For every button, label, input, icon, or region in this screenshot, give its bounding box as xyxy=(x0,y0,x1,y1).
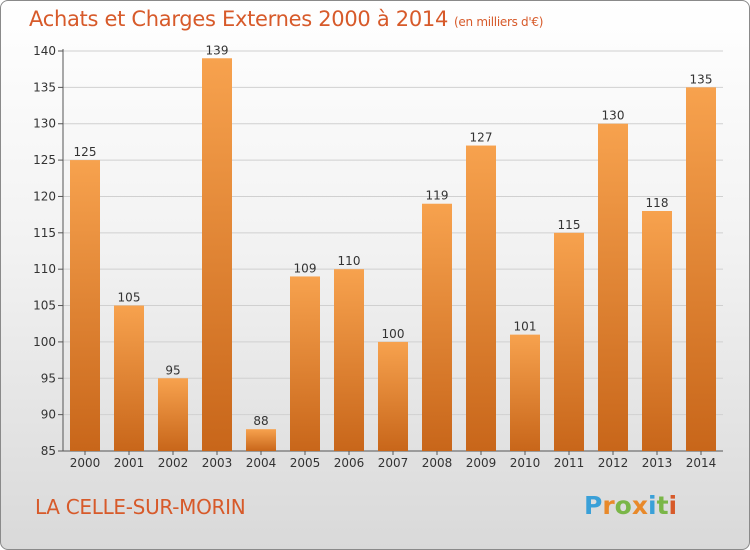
brand-logo: Proxiti xyxy=(584,491,677,520)
x-tick-label: 2002 xyxy=(158,456,189,470)
bar-2000 xyxy=(70,160,100,451)
y-tick-label: 95 xyxy=(41,371,56,385)
brand-letter: i xyxy=(668,491,678,520)
y-tick-label: 140 xyxy=(33,44,56,58)
y-tick-label: 130 xyxy=(33,117,56,131)
bar-2002 xyxy=(158,378,188,451)
x-tick-label: 2014 xyxy=(686,456,717,470)
x-tick-label: 2005 xyxy=(290,456,321,470)
x-tick-label: 2006 xyxy=(334,456,365,470)
y-tick-label: 115 xyxy=(33,226,56,240)
data-label: 118 xyxy=(646,196,669,210)
bar-2001 xyxy=(114,305,144,451)
y-tick-label: 135 xyxy=(33,80,56,94)
x-tick-label: 2011 xyxy=(554,456,585,470)
data-label: 135 xyxy=(690,72,713,86)
data-label: 101 xyxy=(514,320,537,334)
data-label: 125 xyxy=(74,145,97,159)
y-tick-label: 85 xyxy=(41,444,56,458)
data-label: 105 xyxy=(118,291,141,305)
x-tick-label: 2004 xyxy=(246,456,277,470)
bar-2013 xyxy=(642,211,672,451)
bar-2011 xyxy=(554,232,584,451)
x-tick-label: 2001 xyxy=(114,456,145,470)
bar-2005 xyxy=(290,276,320,451)
bar-2003 xyxy=(202,58,232,451)
data-label: 95 xyxy=(165,363,180,377)
x-tick-label: 2007 xyxy=(378,456,409,470)
bar-2008 xyxy=(422,203,452,451)
bar-2007 xyxy=(378,341,408,451)
brand-letter: i xyxy=(648,491,657,520)
brand-letter: r xyxy=(602,491,615,520)
y-tick-label: 105 xyxy=(33,299,56,313)
x-tick-label: 2008 xyxy=(422,456,453,470)
bar-2014 xyxy=(686,87,716,451)
chart-title: Achats et Charges Externes 2000 à 2014 (e… xyxy=(29,7,543,31)
y-tick-label: 125 xyxy=(33,153,56,167)
data-label: 139 xyxy=(206,43,229,57)
bar-2010 xyxy=(510,334,540,451)
chart-subtitle: (en milliers d'€) xyxy=(454,15,544,29)
bar-2009 xyxy=(466,145,496,451)
x-tick-label: 2009 xyxy=(466,456,497,470)
data-label: 109 xyxy=(294,261,317,275)
y-tick-label: 110 xyxy=(33,262,56,276)
bar-2012 xyxy=(598,123,628,452)
data-label: 100 xyxy=(382,327,405,341)
brand-letter: o xyxy=(614,491,632,520)
data-label: 119 xyxy=(426,189,449,203)
data-label: 88 xyxy=(253,414,268,428)
chart-title-text: Achats et Charges Externes 2000 à 2014 xyxy=(29,7,449,31)
brand-letter: x xyxy=(631,491,648,520)
x-tick-label: 2000 xyxy=(70,456,101,470)
x-tick-label: 2012 xyxy=(598,456,629,470)
brand-letter: P xyxy=(584,491,603,520)
bars xyxy=(70,58,716,452)
bar-2004 xyxy=(246,429,276,451)
data-label: 115 xyxy=(558,218,581,232)
labels: 85 90 95 100 105 110 115 120 125 130 135 140 125 2000… xyxy=(33,43,716,470)
bar-2006 xyxy=(334,269,364,451)
x-tick-label: 2003 xyxy=(202,456,233,470)
place-name: LA CELLE-SUR-MORIN xyxy=(35,495,246,519)
x-tick-label: 2010 xyxy=(510,456,541,470)
y-tick-label: 120 xyxy=(33,189,56,203)
x-tick-label: 2013 xyxy=(642,456,673,470)
y-tick-label: 90 xyxy=(41,408,56,422)
y-tick-label: 100 xyxy=(33,335,56,349)
data-label: 130 xyxy=(602,109,625,123)
brand-letter: t xyxy=(656,491,669,520)
data-label: 110 xyxy=(338,254,361,268)
data-label: 127 xyxy=(470,131,493,145)
